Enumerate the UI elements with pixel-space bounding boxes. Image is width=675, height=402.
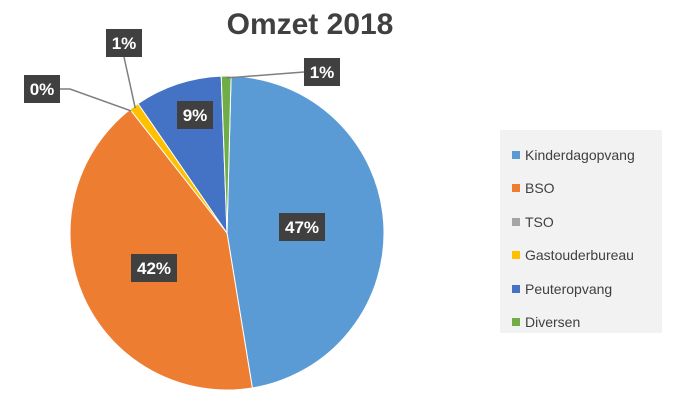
pie-slices bbox=[69, 75, 385, 391]
data-label-gastouderbureau: 1% bbox=[106, 29, 142, 57]
leader-line-diversen bbox=[226, 71, 305, 79]
leader-line-gastouderbureau bbox=[123, 56, 136, 109]
leader-line-tso bbox=[60, 88, 132, 112]
legend-label: Peuteropvang bbox=[525, 280, 613, 297]
data-label-text: 1% bbox=[112, 34, 137, 53]
data-label-box bbox=[131, 254, 177, 282]
pie-slice-bso bbox=[69, 108, 253, 391]
pie-slice-diversen bbox=[220, 75, 232, 234]
data-label-text: 9% bbox=[183, 106, 208, 125]
legend-label: Gastouderbureau bbox=[525, 247, 634, 264]
legend-item-bso: BSO bbox=[512, 172, 662, 206]
data-labels: 47% 42% 0% 1% 9% 1% bbox=[24, 29, 340, 282]
legend-label: Kinderdagopvang bbox=[525, 146, 635, 163]
legend-swatch bbox=[512, 318, 520, 327]
data-label-diversen: 1% bbox=[304, 58, 340, 86]
legend-item-kinderdagopvang: Kinderdagopvang bbox=[512, 138, 662, 172]
data-label-box bbox=[279, 213, 325, 241]
data-label-box bbox=[304, 58, 340, 86]
legend-item-tso: TSO bbox=[512, 205, 662, 239]
data-label-box bbox=[24, 75, 60, 103]
legend-swatch bbox=[512, 150, 520, 159]
data-label-text: 47% bbox=[285, 218, 319, 237]
chart-title: Omzet 2018 bbox=[226, 8, 394, 41]
data-label-text: 42% bbox=[137, 259, 171, 278]
legend-swatch bbox=[512, 184, 520, 193]
legend-label: TSO bbox=[525, 213, 554, 230]
data-label-box bbox=[177, 101, 213, 129]
legend-item-peuteropvang: Peuteropvang bbox=[512, 272, 662, 306]
data-label-text: 0% bbox=[30, 80, 55, 99]
data-label-tso: 0% bbox=[24, 75, 60, 103]
legend-label: Diversen bbox=[525, 314, 581, 331]
data-label-box bbox=[106, 29, 142, 57]
data-label-text: 1% bbox=[310, 63, 335, 82]
legend-swatch bbox=[512, 217, 520, 226]
data-label-kinderdagopvang: 47% bbox=[279, 213, 325, 241]
leader-lines bbox=[60, 56, 305, 112]
data-label-peuteropvang: 9% bbox=[177, 101, 213, 129]
legend: Kinderdagopvang BSO TSO Gastouderbureau Peut… bbox=[500, 130, 662, 333]
legend-swatch bbox=[512, 251, 520, 260]
legend-swatch bbox=[512, 284, 520, 293]
data-label-bso: 42% bbox=[131, 254, 177, 282]
legend-label: BSO bbox=[525, 180, 555, 197]
legend-item-diversen: Diversen bbox=[512, 306, 662, 340]
legend-item-gastouderbureau: Gastouderbureau bbox=[512, 239, 662, 273]
